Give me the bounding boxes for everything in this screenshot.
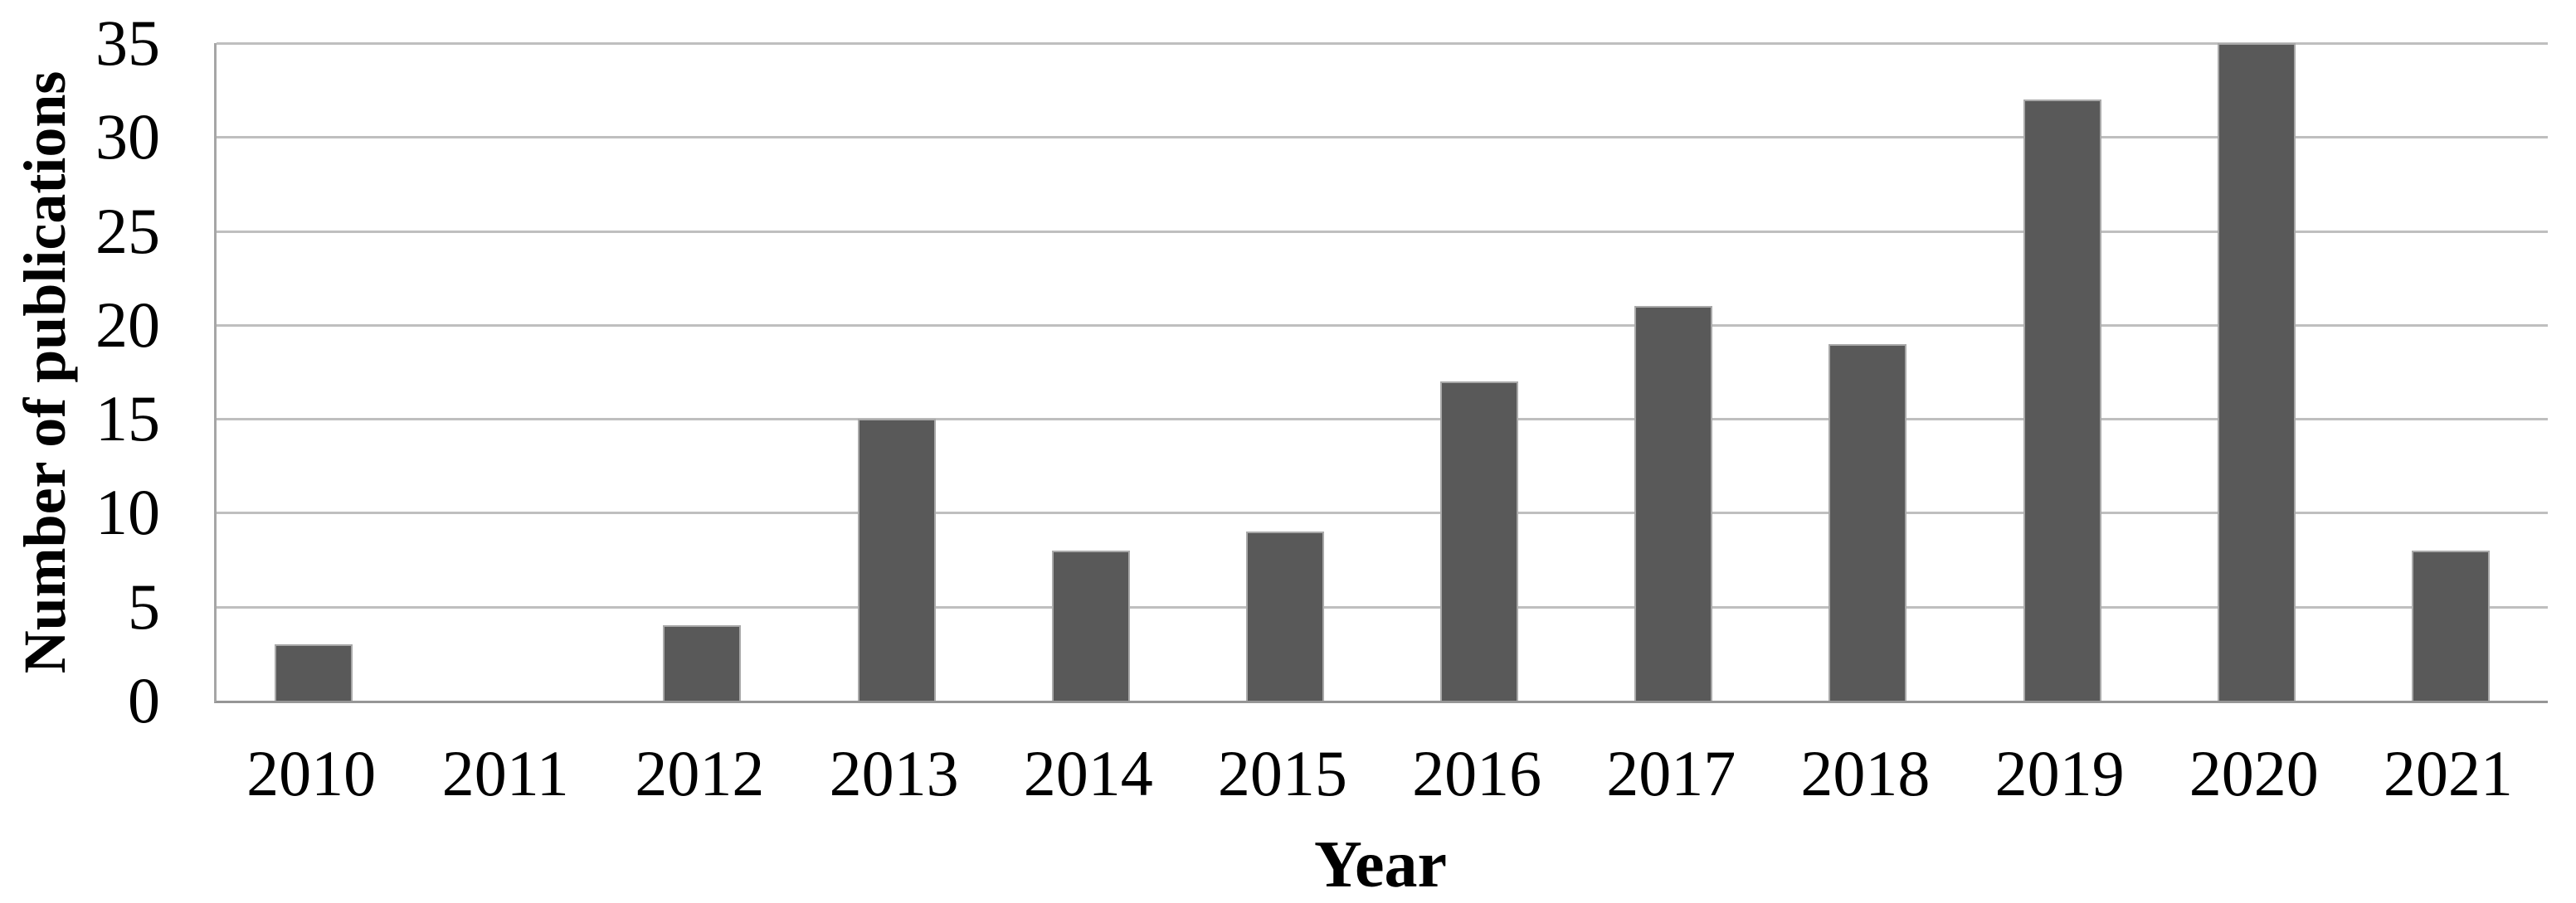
gridline-25 xyxy=(217,230,2548,233)
gridline-30 xyxy=(217,136,2548,139)
bar-2010 xyxy=(275,644,353,701)
x-tick-label-2016: 2016 xyxy=(1412,737,1542,809)
x-tick-label-2012: 2012 xyxy=(635,737,765,809)
bar-2013 xyxy=(857,419,936,701)
x-tick-label-2014: 2014 xyxy=(1023,737,1153,809)
bar-2017 xyxy=(1634,306,1713,701)
bar-2016 xyxy=(1440,381,1519,701)
bar-2018 xyxy=(1829,343,1907,701)
x-tick-label-2020: 2020 xyxy=(2189,737,2319,809)
y-tick-label-0: 0 xyxy=(128,664,160,736)
x-tick-label-2010: 2010 xyxy=(246,737,377,809)
x-tick-label-2013: 2013 xyxy=(829,737,959,809)
x-tick-label-2011: 2011 xyxy=(441,737,569,809)
y-tick-label-5: 5 xyxy=(128,570,160,643)
x-tick-label-2018: 2018 xyxy=(1800,737,1931,809)
gridline-35 xyxy=(217,42,2548,45)
plot-area xyxy=(214,42,2548,703)
gridline-15 xyxy=(217,418,2548,421)
x-axis-title: Year xyxy=(1314,828,1447,901)
bar-2020 xyxy=(2217,43,2296,701)
bar-2021 xyxy=(2411,550,2490,701)
x-tick-label-2019: 2019 xyxy=(1994,737,2125,809)
bar-2015 xyxy=(1245,532,1324,701)
x-tick-label-2017: 2017 xyxy=(1606,737,1736,809)
y-tick-label-15: 15 xyxy=(95,382,160,455)
gridline-10 xyxy=(217,512,2548,515)
y-tick-label-35: 35 xyxy=(95,7,160,79)
bar-2012 xyxy=(663,625,742,701)
y-tick-label-10: 10 xyxy=(95,476,160,549)
gridline-20 xyxy=(217,323,2548,327)
x-tick-label-2015: 2015 xyxy=(1217,737,1347,809)
bar-2014 xyxy=(1051,550,1130,701)
bar-2019 xyxy=(2023,99,2101,701)
gridline-5 xyxy=(217,605,2548,609)
y-tick-label-30: 30 xyxy=(95,100,160,173)
y-tick-label-25: 25 xyxy=(95,194,160,267)
y-tick-label-20: 20 xyxy=(95,288,160,361)
x-tick-label-2021: 2021 xyxy=(2383,737,2513,809)
